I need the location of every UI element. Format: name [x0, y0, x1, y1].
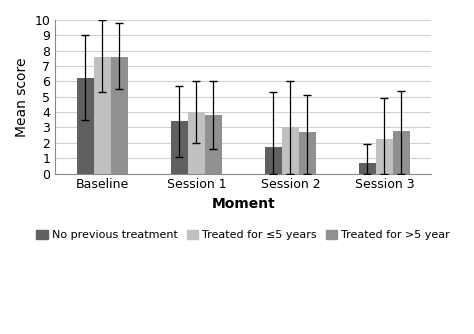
Bar — [94, 57, 111, 174]
Bar — [282, 128, 299, 174]
Legend: No previous treatment, Treated for ≤5 years, Treated for >5 year: No previous treatment, Treated for ≤5 ye… — [32, 225, 455, 244]
Bar — [111, 57, 128, 174]
Bar — [188, 112, 205, 174]
Bar — [299, 132, 316, 174]
Bar — [77, 78, 94, 174]
Bar — [171, 121, 188, 174]
Y-axis label: Mean score: Mean score — [15, 57, 29, 137]
X-axis label: Moment: Moment — [211, 197, 275, 211]
Bar — [376, 139, 393, 174]
Bar — [393, 131, 410, 174]
Bar — [359, 163, 376, 174]
Bar — [205, 115, 222, 174]
Bar — [265, 147, 282, 174]
